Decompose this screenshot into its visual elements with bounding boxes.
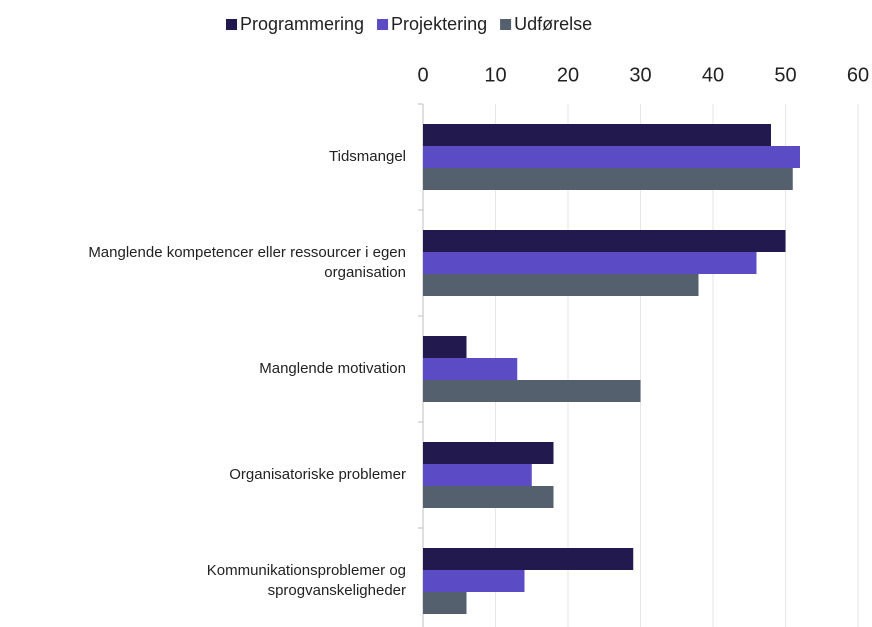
bar <box>423 486 554 508</box>
x-tick-label: 60 <box>847 64 869 86</box>
x-tick-label: 40 <box>702 64 724 86</box>
category-label: Tidsmangel <box>329 148 406 165</box>
legend-swatch <box>377 19 389 30</box>
category-label: Kommunikationsproblemer og sprogvanskelig… <box>207 562 406 599</box>
legend-label: Udførelse <box>514 14 592 34</box>
category-label: Organisatoriske problemer <box>229 466 406 483</box>
category-label: Manglende kompetencer eller ressourcer i… <box>88 244 406 281</box>
x-tick-label: 30 <box>629 64 651 86</box>
bar <box>423 442 554 464</box>
bar <box>423 464 532 486</box>
legend-swatch <box>500 19 512 30</box>
bar <box>423 124 771 146</box>
bar <box>423 274 699 296</box>
bar <box>423 570 525 592</box>
bar <box>423 548 634 570</box>
x-tick-label: 0 <box>417 64 428 86</box>
legend-label: Programmering <box>240 14 364 34</box>
x-tick-label: 50 <box>774 64 796 86</box>
bar <box>423 592 467 614</box>
bar <box>423 146 800 168</box>
bar <box>423 380 641 402</box>
bar <box>423 358 518 380</box>
x-tick-label: 10 <box>484 64 506 86</box>
legend-swatch <box>226 19 237 30</box>
category-label: Manglende motivation <box>259 360 406 377</box>
bar <box>423 168 793 190</box>
bar <box>423 336 467 358</box>
bar <box>423 252 757 274</box>
legend-label: Projektering <box>391 14 487 34</box>
bar <box>423 230 786 252</box>
x-tick-label: 20 <box>557 64 579 86</box>
